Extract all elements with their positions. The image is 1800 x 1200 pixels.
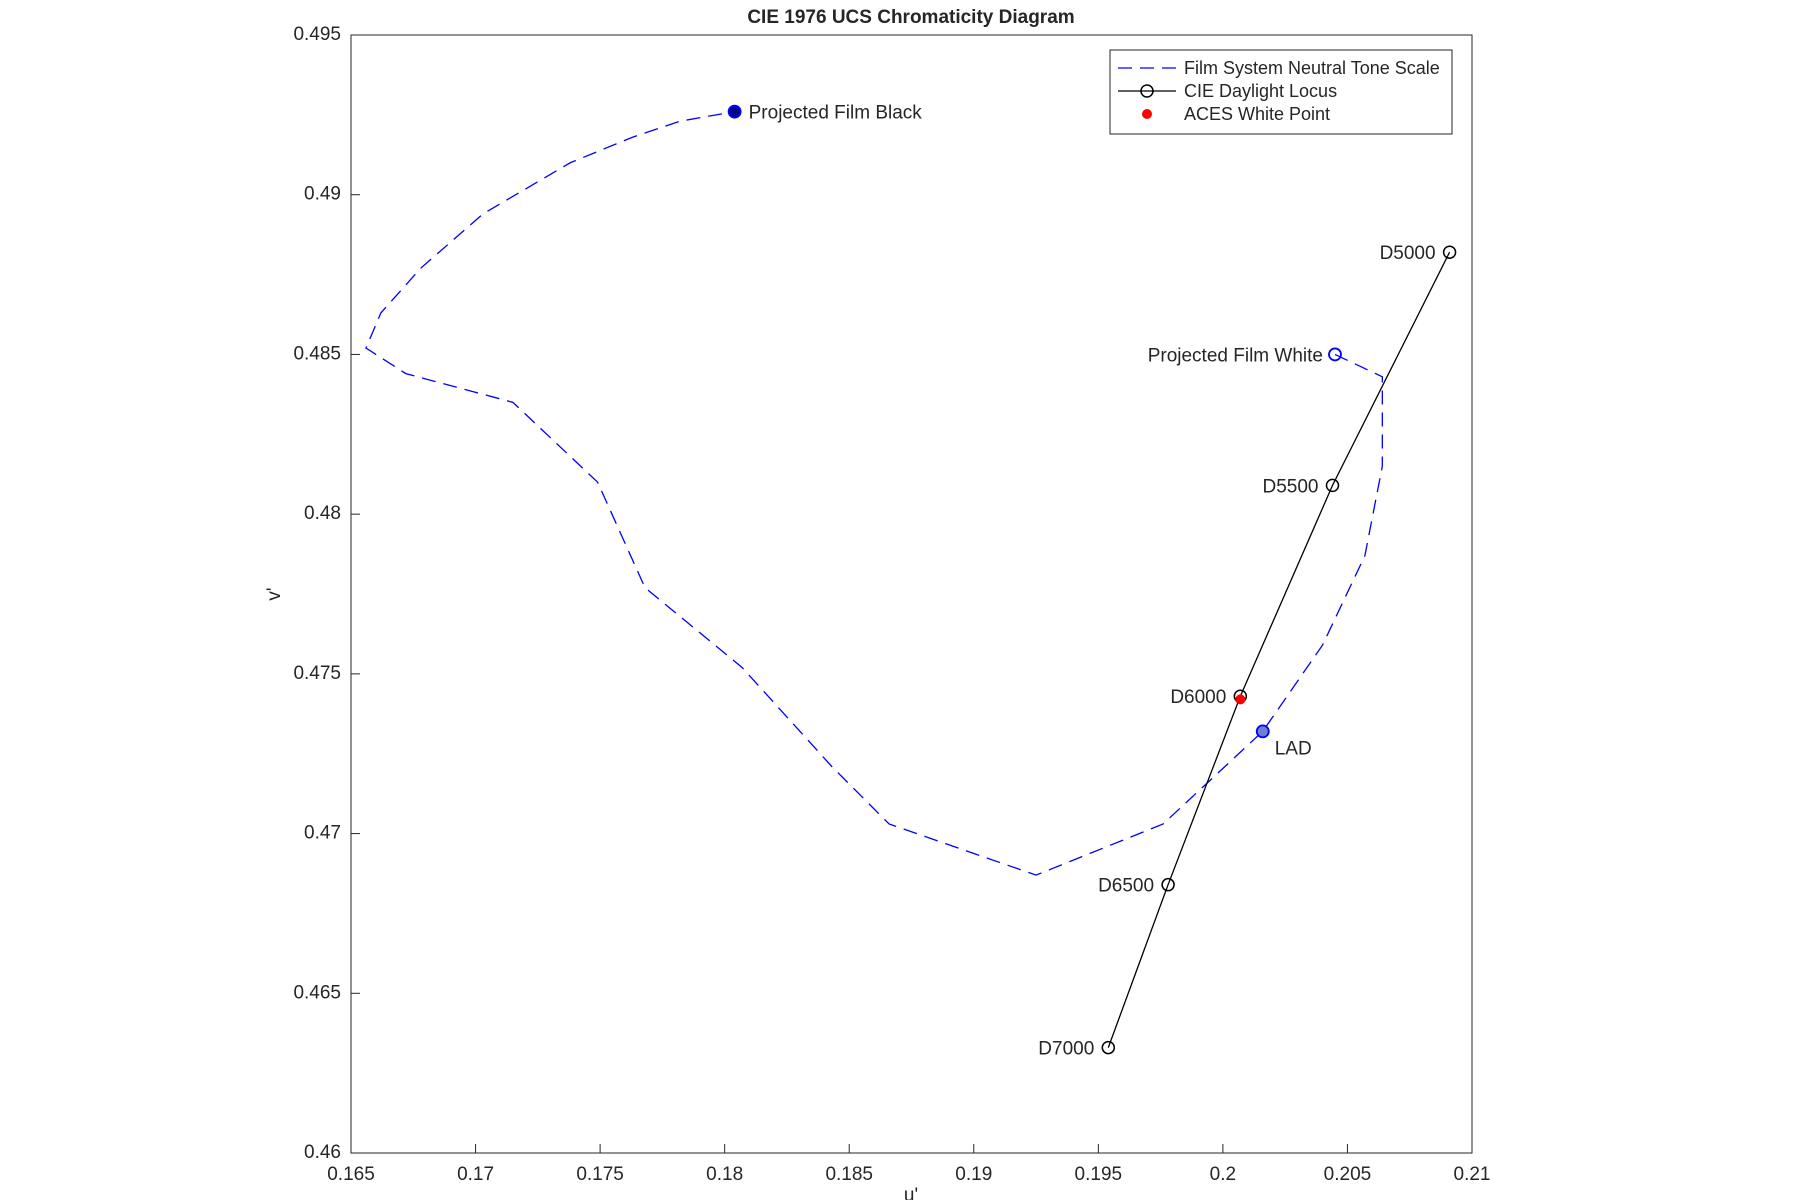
x-tick-label: 0.2	[1210, 1164, 1236, 1185]
y-tick-label: 0.48	[304, 503, 341, 524]
x-tick-label: 0.195	[1075, 1164, 1123, 1185]
point-label: D6500	[1098, 876, 1154, 897]
x-tick-label: 0.17	[457, 1164, 494, 1185]
y-tick-label: 0.47	[304, 823, 341, 844]
y-tick-label: 0.495	[293, 24, 341, 45]
point-label: D5500	[1262, 476, 1318, 497]
annotation-label: Projected Film Black	[749, 103, 923, 124]
annotation-point	[1255, 724, 1270, 739]
x-tick-label: 0.165	[327, 1164, 375, 1185]
series-line	[365, 111, 1383, 876]
legend-label: ACES White Point	[1184, 104, 1330, 124]
legend-label: CIE Daylight Locus	[1184, 81, 1337, 101]
series-line	[1107, 251, 1451, 1048]
y-axis-label: v'	[264, 587, 285, 600]
legend-swatch	[1142, 109, 1152, 119]
point	[1161, 877, 1175, 892]
point-label: D7000	[1038, 1039, 1094, 1060]
y-tick-label: 0.475	[293, 663, 341, 684]
y-tick-label: 0.485	[293, 343, 341, 364]
chart-title: CIE 1976 UCS Chromaticity Diagram	[747, 7, 1074, 28]
x-axis-label: u'	[904, 1185, 918, 1200]
point-label: D5000	[1380, 243, 1436, 264]
y-tick-label: 0.465	[293, 982, 341, 1003]
point	[1101, 1040, 1116, 1055]
y-tick-label: 0.49	[304, 184, 341, 205]
point	[1325, 478, 1340, 493]
x-tick-label: 0.205	[1324, 1164, 1372, 1185]
legend-label: Film System Neutral Tone Scale	[1184, 58, 1440, 78]
x-tick-label: 0.175	[576, 1164, 624, 1185]
x-tick-label: 0.19	[955, 1164, 992, 1185]
point-label: D6000	[1170, 687, 1226, 708]
point	[1235, 694, 1246, 705]
legend: Film System Neutral Tone Scale CIE Daylig…	[1109, 49, 1453, 135]
annotation-label: LAD	[1275, 738, 1312, 759]
plot-frame	[350, 34, 1473, 1154]
y-tick-label: 0.46	[304, 1142, 341, 1163]
x-tick-label: 0.21	[1454, 1164, 1491, 1185]
x-tick-label: 0.18	[706, 1164, 743, 1185]
point	[1442, 245, 1457, 259]
legend-swatch	[1140, 84, 1154, 98]
x-tick-label: 0.185	[825, 1164, 873, 1185]
annotation-point	[1328, 347, 1342, 362]
legend-box	[1109, 49, 1453, 135]
annotation-point	[727, 104, 742, 119]
annotation-label: Projected Film White	[1148, 345, 1323, 366]
